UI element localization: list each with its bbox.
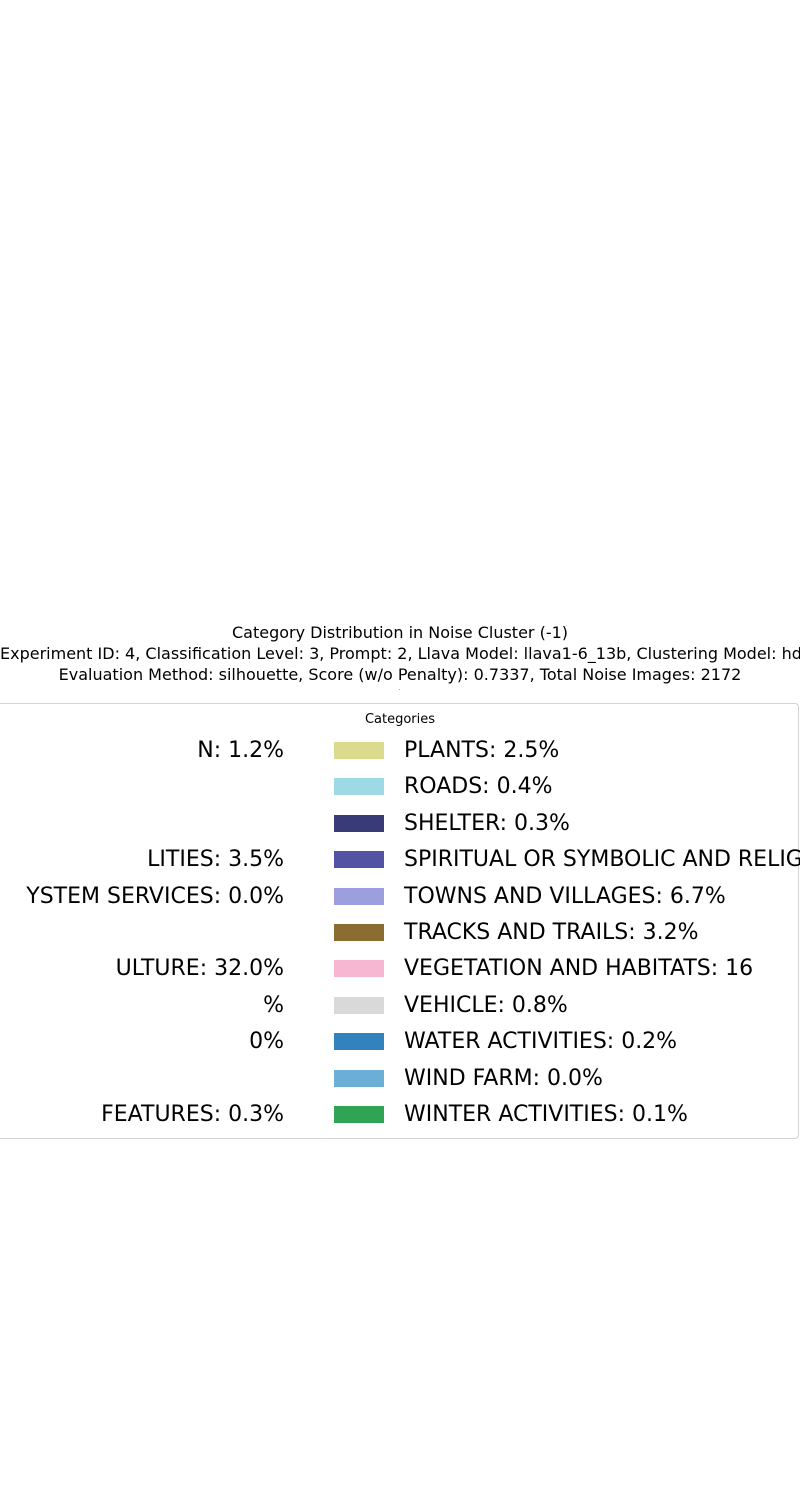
legend-label: %	[263, 992, 284, 1018]
legend-item-left	[0, 1065, 300, 1101]
chart-subtitle-line-2: Evaluation Method: silhouette, Score (w/…	[58, 665, 742, 684]
legend-item-left: N: 1.2%	[0, 737, 300, 773]
legend-swatch	[334, 742, 384, 759]
legend-swatch	[334, 1105, 384, 1123]
legend-label: FEATURES: 0.3%	[101, 1101, 284, 1127]
legend-label: ULTURE: 32.0%	[115, 956, 284, 982]
legend-swatch	[334, 960, 384, 978]
legend-label: TRACKS AND TRAILS: 3.2%	[404, 919, 699, 945]
legend-label: N: 1.2%	[197, 738, 284, 763]
pie-center-dot	[399, 689, 400, 690]
legend-item-left: %	[0, 992, 300, 1028]
legend-item-left	[0, 810, 300, 846]
chart-subtitle-line-1: Experiment ID: 4, Classification Level: …	[0, 644, 800, 663]
legend-swatch	[334, 851, 384, 869]
legend-label: WIND FARM: 0.0%	[404, 1065, 603, 1091]
legend-item-left: YSTEM SERVICES: 0.0%	[0, 883, 300, 919]
legend-item-left	[0, 773, 300, 809]
legend-label: LITIES: 3.5%	[147, 847, 284, 873]
chart-title: Category Distribution in Noise Cluster (…	[231, 623, 569, 642]
legend-left-column: N: 1.2% LITIES: 3.5% YSTEM SERVICES: 0.0% U…	[0, 737, 300, 1137]
legend-swatch	[334, 996, 384, 1014]
legend-item-left	[0, 919, 300, 955]
legend-label: VEGETATION AND HABITATS: 16	[404, 956, 754, 982]
legend-item-left: LITIES: 3.5%	[0, 846, 300, 882]
legend-title: Categories	[364, 712, 436, 727]
legend-label: VEHICLE: 0.8%	[404, 992, 568, 1018]
legend-item-left: 0%	[0, 1028, 300, 1064]
legend-swatch	[334, 814, 384, 832]
legend-label: WATER ACTIVITIES: 0.2%	[404, 1029, 678, 1055]
legend-item-left: ULTURE: 32.0%	[0, 955, 300, 991]
legend-swatch	[334, 1033, 384, 1051]
legend-label: SPIRITUAL OR SYMBOLIC AND RELIGIOUS	[404, 847, 800, 873]
legend-swatch	[334, 887, 384, 905]
legend-label: ROADS: 0.4%	[404, 774, 553, 800]
legend-swatch	[334, 923, 384, 941]
legend-label: 0%	[249, 1029, 284, 1055]
legend-box	[0, 703, 799, 1139]
legend-label: PLANTS: 2.5%	[404, 738, 560, 763]
legend-swatch	[334, 778, 384, 796]
legend-label: TOWNS AND VILLAGES: 6.7%	[404, 883, 726, 909]
chart-titles: Category Distribution in Noise Cluster (…	[0, 622, 800, 685]
legend-label: WINTER ACTIVITIES: 0.1%	[404, 1101, 688, 1127]
legend-item-left: FEATURES: 0.3%	[0, 1101, 300, 1137]
legend-swatch	[334, 1069, 384, 1087]
pie-chart	[399, 689, 400, 690]
legend-label: YSTEM SERVICES: 0.0%	[26, 883, 284, 909]
legend-label: SHELTER: 0.3%	[404, 810, 570, 836]
